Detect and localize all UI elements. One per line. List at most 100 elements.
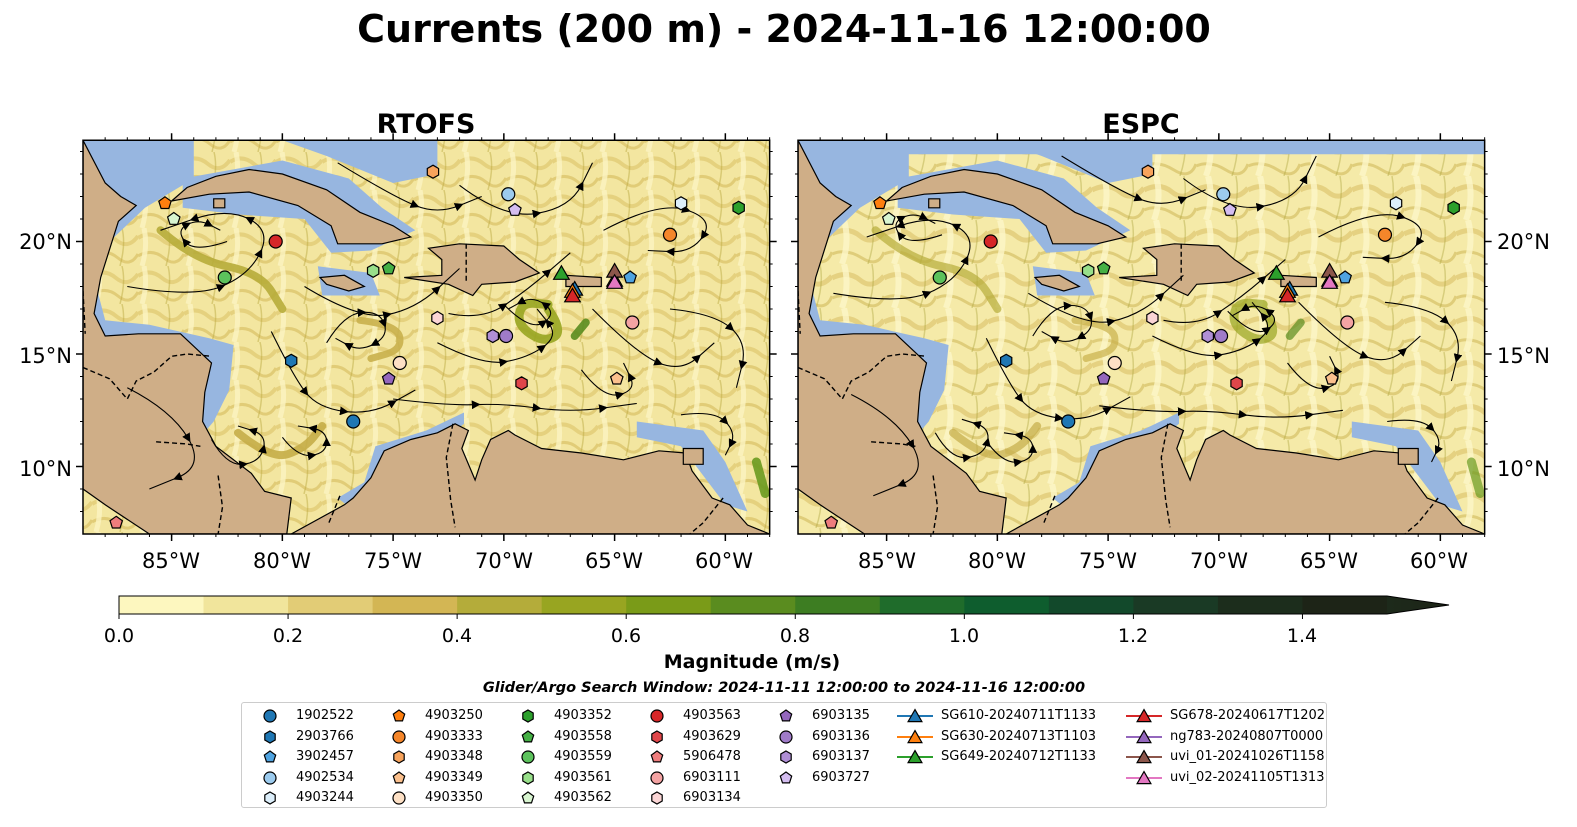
legend-marker — [650, 709, 664, 723]
streamline — [1061, 155, 1206, 205]
land — [798, 140, 1007, 534]
map-frame — [82, 139, 771, 535]
streamline — [1163, 259, 1286, 323]
legend-swatch — [521, 791, 535, 804]
legend-label: 4903558 — [554, 728, 612, 744]
legend-marker — [392, 791, 406, 805]
streamline — [1099, 405, 1343, 420]
shallow-water — [282, 140, 438, 183]
legend-marker — [779, 729, 793, 744]
legend-swatch — [897, 749, 933, 764]
legend-label: 4903561 — [554, 769, 612, 785]
colorbar-segment — [541, 596, 627, 614]
platform-4903562 — [166, 211, 181, 225]
legend-marker — [907, 749, 923, 764]
legend-marker — [263, 771, 277, 785]
colorbar-tick-label: 1.0 — [949, 625, 979, 647]
streamline — [592, 308, 715, 367]
platform-6903136 — [498, 328, 514, 344]
y-tick-label: 20°N — [19, 230, 72, 254]
map-frame — [797, 139, 1486, 535]
platform-4903559 — [932, 270, 947, 285]
land — [1005, 423, 1485, 534]
legend-label: 5906478 — [683, 749, 741, 765]
platform-6903135 — [1096, 371, 1111, 385]
platform-4903333 — [662, 227, 678, 242]
legend-swatch — [521, 750, 535, 764]
legend-label: 4903244 — [296, 790, 354, 806]
platform-3902457 — [1338, 270, 1353, 284]
x-tick-label: 85°W — [858, 549, 916, 573]
country-border — [217, 475, 224, 534]
legend-marker — [650, 771, 664, 785]
platform-6903134 — [1146, 310, 1159, 326]
land — [928, 198, 941, 209]
streamline — [211, 425, 267, 470]
legend-label: 4903348 — [425, 749, 483, 765]
legend-label: ng783-20240807T0000 — [1170, 728, 1324, 744]
platform-6903111 — [1340, 315, 1355, 330]
legend-marker — [651, 791, 663, 806]
streamline — [1384, 301, 1463, 382]
colorbar-tick-label: 0.8 — [780, 625, 810, 647]
platform-4903629 — [1230, 376, 1243, 391]
platform-4903349 — [1324, 371, 1339, 385]
legend-marker — [1136, 728, 1152, 743]
platform-1902522 — [1061, 414, 1076, 429]
colorbar-segment — [1133, 596, 1219, 614]
legend-swatch — [779, 729, 793, 744]
legend-swatch — [521, 729, 535, 743]
land — [83, 140, 292, 534]
legend-label: SG678-20240617T1202 — [1170, 708, 1326, 723]
platform-4903562 — [881, 211, 896, 225]
streamline — [985, 338, 1131, 422]
platform-4903558 — [381, 261, 396, 275]
streamline — [833, 219, 971, 300]
legend-label: 6903136 — [812, 728, 870, 744]
land — [290, 423, 770, 534]
platform-6903134 — [431, 310, 444, 326]
legend-swatch — [780, 750, 792, 764]
glider-uvi_02-20241105T1313 — [1320, 273, 1339, 289]
current-jet — [570, 318, 590, 340]
colorbar-segment — [288, 596, 374, 614]
colorbar-segment — [119, 596, 205, 614]
platform-2903766 — [999, 353, 1013, 368]
legend-swatch — [650, 750, 664, 763]
streamline — [281, 424, 331, 461]
legend-marker — [264, 791, 276, 806]
legend-swatch — [897, 708, 933, 723]
platform-1902522 — [346, 414, 361, 429]
colorbar — [118, 595, 1450, 619]
legend-label: SG610-20240711T1133 — [941, 708, 1097, 723]
streamline — [988, 431, 1038, 468]
legend-label: 4903250 — [425, 708, 483, 723]
platform-5906478 — [109, 515, 124, 529]
land — [169, 168, 413, 245]
platform-5906478 — [824, 515, 839, 529]
platform-4903561 — [1081, 263, 1095, 278]
platform-4903333 — [1377, 227, 1393, 242]
legend-label: 6903135 — [812, 708, 870, 723]
streamline — [934, 418, 991, 463]
y-tick-label: 10°N — [19, 457, 72, 481]
espc-map — [791, 133, 1492, 541]
x-tick-label: 60°W — [695, 549, 753, 573]
legend-swatch — [393, 750, 405, 764]
legend-swatch — [651, 791, 663, 806]
legend-swatch — [263, 750, 277, 763]
shallow-water — [636, 421, 748, 512]
legend-swatch — [779, 709, 793, 722]
panel-title-espc: ESPC — [1102, 109, 1180, 140]
legend-marker — [263, 750, 277, 763]
legend-label: 4903352 — [554, 708, 612, 723]
glider-uvi_02-20241105T1313 — [605, 273, 624, 289]
colorbar-outline — [118, 595, 1450, 615]
y-tick-label: 20°N — [1497, 230, 1550, 254]
country-border — [798, 290, 801, 334]
legend-marker — [522, 709, 534, 723]
land — [884, 168, 1128, 245]
colorbar-tick-label: 0.0 — [104, 625, 134, 647]
current-jet — [1285, 318, 1305, 340]
legend-label: 1902522 — [296, 708, 354, 723]
